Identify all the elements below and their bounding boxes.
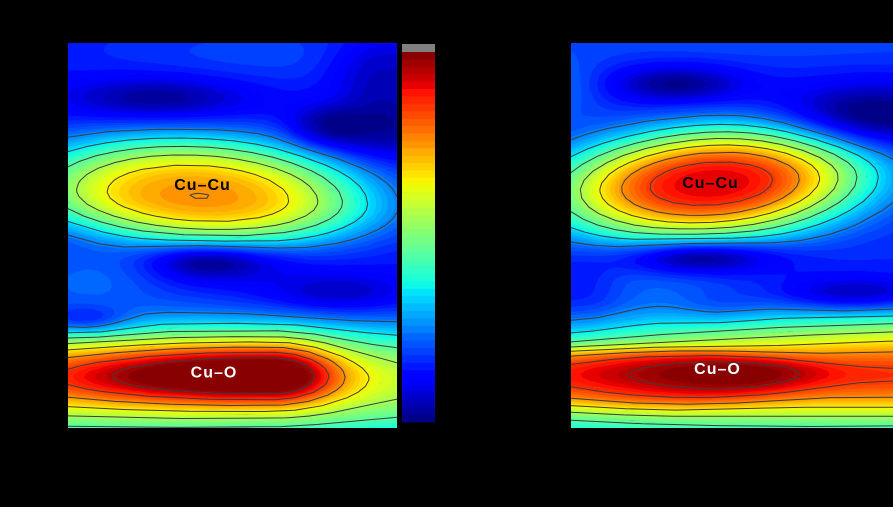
svg-text:Cu–O: Cu–O — [191, 365, 238, 382]
svg-text:Cu–Cu: Cu–Cu — [682, 175, 739, 192]
svg-text:Cu–O: Cu–O — [694, 361, 741, 378]
svg-text:Cu–Cu: Cu–Cu — [174, 177, 231, 194]
